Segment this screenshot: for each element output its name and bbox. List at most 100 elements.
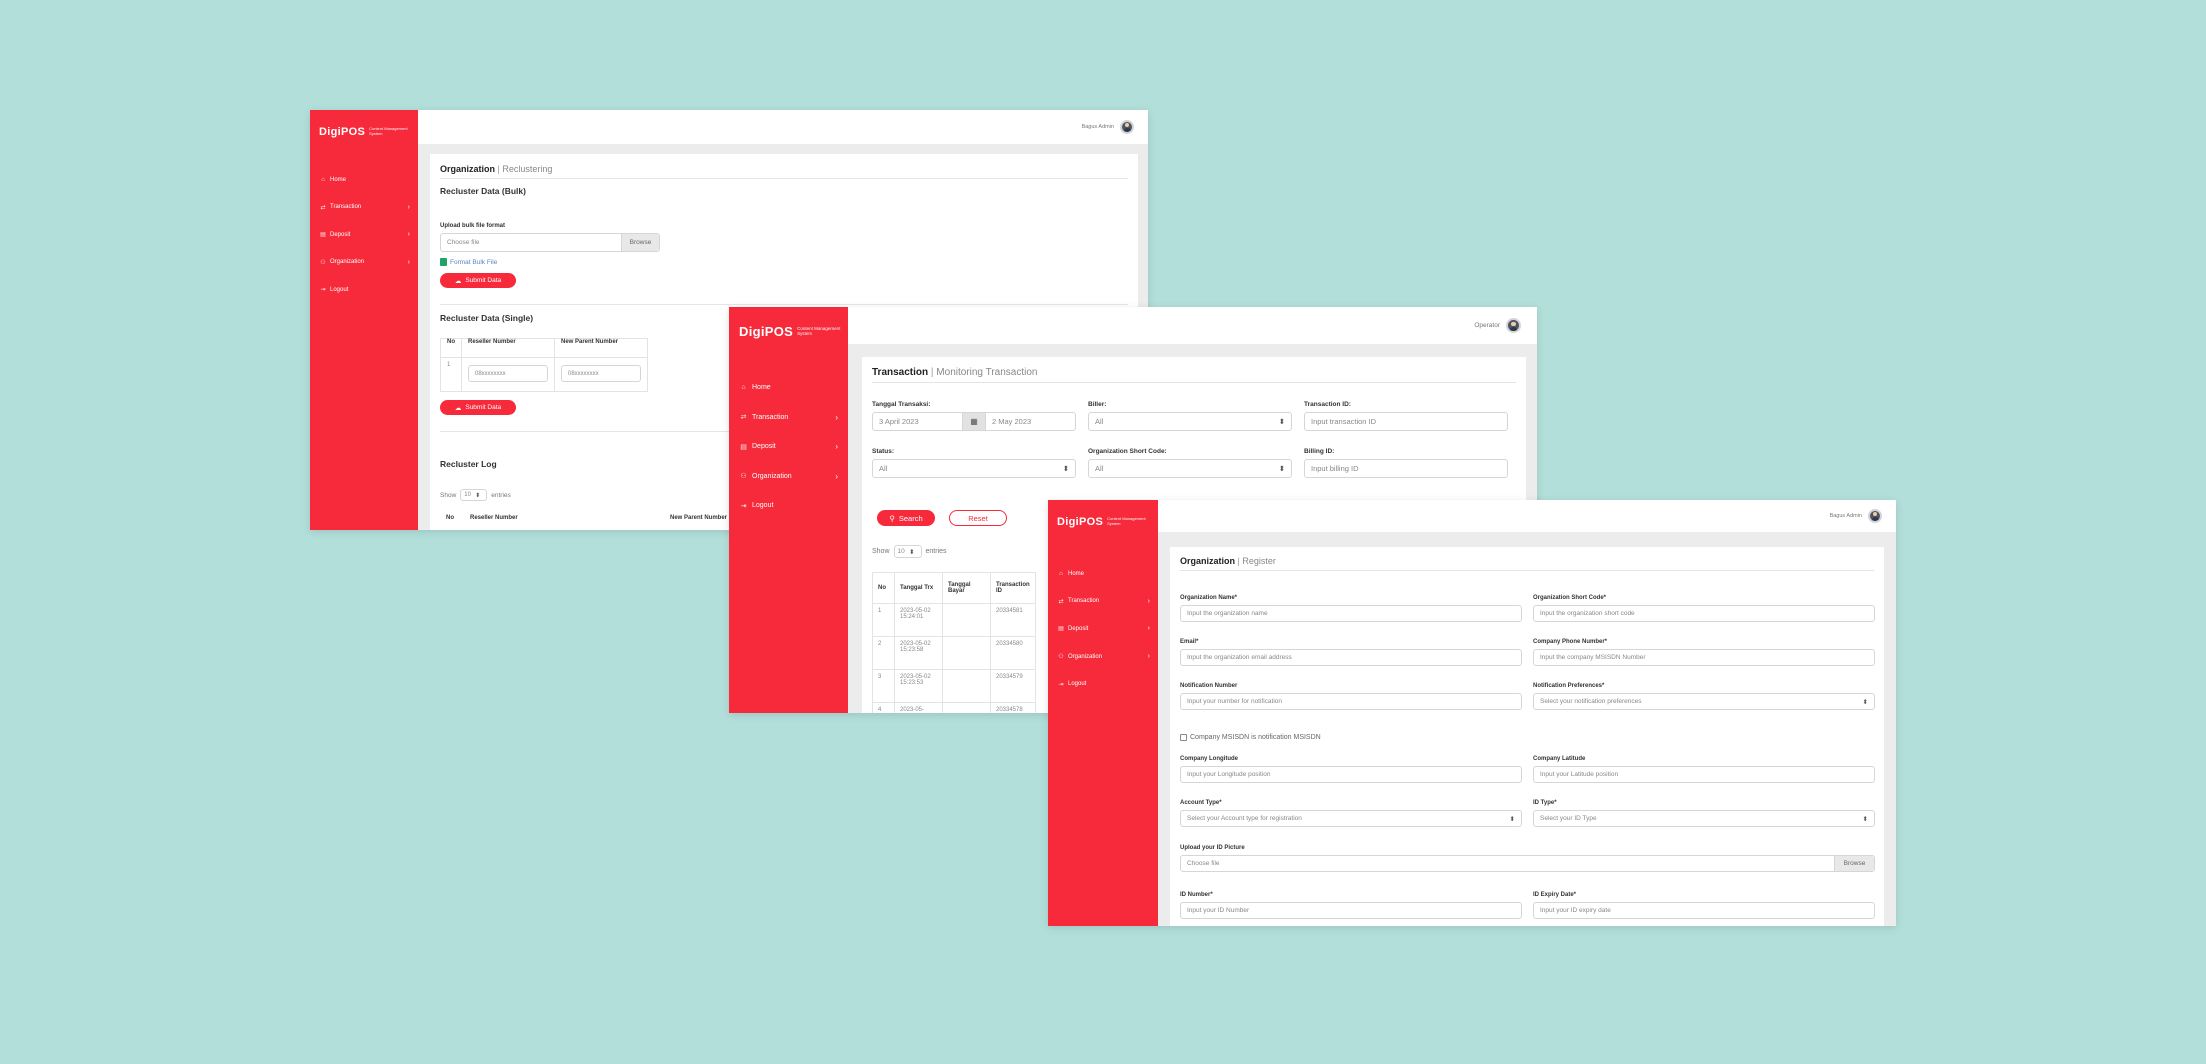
column-header-pay-date[interactable]: Tanggal Bayar [942, 572, 991, 604]
status-label: Status: [872, 448, 895, 455]
row-number: 1 [440, 357, 462, 392]
sidebar-item-organization[interactable]: ⚇ Organization › [310, 249, 418, 277]
date-from-input[interactable]: 3 April 2023 [872, 412, 963, 431]
browse-button[interactable]: Browse [1834, 856, 1874, 871]
home-icon: ⌂ [321, 176, 325, 183]
id-expiry-label: ID Expiry Date* [1533, 892, 1577, 898]
notif-pref-select[interactable]: Select your notification preferences [1533, 693, 1875, 710]
column-header-parent: New Parent Number [554, 338, 648, 358]
sidebar-item-home[interactable]: ⌂ Home [729, 373, 848, 403]
sidebar-item-home[interactable]: ⌂ Home [1048, 560, 1158, 588]
sidebar-item-deposit[interactable]: ▤ Deposit › [1048, 615, 1158, 643]
reseller-number-input[interactable]: 08xxxxxxxx [468, 365, 548, 382]
cell-pay-date [942, 636, 991, 670]
brand-logo[interactable]: DigiPOS Content Management System [1048, 500, 1158, 534]
sidebar-item-transaction[interactable]: ⇄ Transaction › [1048, 588, 1158, 616]
cell-transaction-id: 20334579 [990, 669, 1036, 703]
billing-id-input[interactable]: Input billing ID [1304, 459, 1508, 478]
parent-number-input[interactable]: 08xxxxxxxx [561, 365, 641, 382]
date-to-input[interactable]: 2 May 2023 [985, 412, 1076, 431]
sidebar-item-deposit[interactable]: ▤ Deposit › [729, 432, 848, 462]
sidebar-item-logout[interactable]: ⇥ Logout [729, 491, 848, 521]
format-bulk-link[interactable]: Format Bulk File [440, 258, 1128, 266]
column-header-no[interactable]: No [872, 572, 895, 604]
email-input[interactable]: Input the organization email address [1180, 649, 1522, 666]
entries-select[interactable]: 10 [460, 489, 488, 501]
column-header-no[interactable]: No [446, 515, 454, 521]
id-number-input[interactable]: Input your ID Number [1180, 902, 1522, 919]
search-label: Search [898, 513, 923, 523]
phone-input[interactable]: Input the company MSISDN Number [1533, 649, 1875, 666]
topbar: Bagus Admin [418, 110, 1148, 144]
checkbox-label: Company MSISDN is notification MSISDN [1190, 734, 1321, 741]
entries-select[interactable]: 10 [893, 545, 922, 558]
reset-button[interactable]: Reset [949, 510, 1007, 526]
org-code-label: Organization Short Code: [1088, 448, 1167, 455]
status-select[interactable]: All [872, 459, 1076, 478]
submit-single-button[interactable]: ☁ Submit Data [440, 400, 516, 415]
show-label: Show [872, 548, 890, 555]
sidebar-item-logout[interactable]: ⇥ Logout [1048, 670, 1158, 698]
column-header-trx-date[interactable]: Tanggal Trx [894, 572, 943, 604]
submit-bulk-button[interactable]: ☁ Submit Data [440, 273, 516, 288]
org-code-input[interactable]: Input the organization short code [1533, 605, 1875, 622]
entries-value: 10 [897, 548, 905, 555]
org-code-select[interactable]: All [1088, 459, 1292, 478]
user-menu[interactable]: Bagus Admin [1830, 509, 1882, 523]
cell-trx-date: 2023-05- [894, 702, 943, 713]
msisdn-checkbox[interactable] [1180, 734, 1187, 741]
user-menu[interactable]: Operator [1474, 318, 1521, 333]
search-icon: ⚲ [889, 513, 895, 523]
biller-value: All [1095, 417, 1104, 426]
id-picture-file-input[interactable]: Choose file Browse [1180, 855, 1875, 872]
sidebar-item-transaction[interactable]: ⇄ Transaction › [729, 403, 848, 433]
sidebar-item-home[interactable]: ⌂ Home [310, 166, 418, 194]
calendar-icon[interactable]: ▦ [963, 412, 985, 431]
transaction-id-input[interactable]: Input transaction ID [1304, 412, 1508, 431]
column-header-parent[interactable]: New Parent Number [670, 515, 728, 521]
column-header-transaction-id[interactable]: Transaction ID [990, 572, 1036, 604]
sidebar-item-logout[interactable]: ⇥ Logout [310, 276, 418, 304]
entries-value: 10 [464, 492, 471, 498]
biller-select[interactable]: All [1088, 412, 1292, 431]
brand-subtitle: Content Management System [1107, 516, 1146, 526]
submit-label: Submit Data [465, 277, 502, 284]
page-subtitle: Reclustering [502, 164, 553, 174]
chevron-right-icon: › [835, 442, 838, 452]
id-expiry-field: ID Expiry Date* Input your ID expiry dat… [1533, 892, 1875, 919]
org-code-field: Organization Short Code* Input the organ… [1533, 595, 1875, 622]
register-card: Organization | Register Organization Nam… [1170, 547, 1884, 926]
user-menu[interactable]: Bagus Admin [1082, 120, 1134, 134]
brand-logo[interactable]: DigiPOS Content Management System [729, 307, 848, 345]
cell-transaction-id: 20334581 [990, 603, 1036, 637]
cloud-upload-icon: ☁ [454, 277, 462, 285]
notif-number-input[interactable]: Input your number for notification [1180, 693, 1522, 710]
cell-no: 3 [872, 669, 895, 703]
sidebar-item-organization[interactable]: ⚇ Organization › [1048, 643, 1158, 671]
msisdn-checkbox-row: Company MSISDN is notification MSISDN [1180, 734, 1321, 741]
bulk-file-input[interactable]: Choose file Browse [440, 233, 660, 252]
sidebar-item-transaction[interactable]: ⇄ Transaction › [310, 194, 418, 222]
table-row: 2 2023-05-02 15:23:58 20334580 [872, 636, 1036, 670]
id-expiry-input[interactable]: Input your ID expiry date [1533, 902, 1875, 919]
email-field: Email* Input the organization email addr… [1180, 639, 1522, 666]
home-icon: ⌂ [1059, 570, 1063, 577]
browse-button[interactable]: Browse [621, 234, 659, 251]
latitude-input[interactable]: Input your Latitude position [1533, 766, 1875, 783]
page-title: Transaction | Monitoring Transaction [872, 367, 1038, 378]
brand-logo[interactable]: DigiPOS Content Management System [310, 110, 418, 144]
date-to-value: 2 May 2023 [992, 417, 1032, 426]
sidebar-item-deposit[interactable]: ▤ Deposit › [310, 221, 418, 249]
account-type-select[interactable]: Select your Account type for registratio… [1180, 810, 1522, 827]
longitude-input[interactable]: Input your Longitude position [1180, 766, 1522, 783]
id-number-field: ID Number* Input your ID Number [1180, 892, 1522, 919]
id-type-select[interactable]: Select your ID Type [1533, 810, 1875, 827]
column-header-reseller[interactable]: Reseller Number [470, 515, 518, 521]
organization-icon: ⚇ [1058, 654, 1064, 661]
brand-name: DigiPOS [739, 323, 794, 339]
cell-trx-date: 2023-05-02 15:23:53 [894, 669, 943, 703]
page-title-main: Organization [1180, 556, 1236, 566]
sidebar-item-organization[interactable]: ⚇ Organization › [729, 462, 848, 492]
search-button[interactable]: ⚲ Search [877, 510, 935, 526]
org-name-input[interactable]: Input the organization name [1180, 605, 1522, 622]
